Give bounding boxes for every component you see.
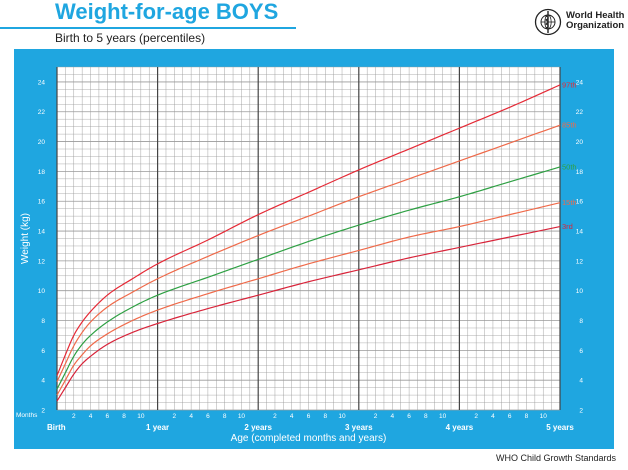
y-tick-label: 10 — [576, 288, 584, 295]
percentile-curve-85th — [56, 124, 561, 382]
x-tick-label: 8 — [424, 413, 428, 420]
x-tick-label: 6 — [508, 413, 512, 420]
y-axis-title: Weight (kg) — [20, 213, 31, 264]
y-tick-label: 2 — [579, 408, 583, 415]
y-tick-label: 22 — [576, 109, 584, 116]
y-tick-label: 14 — [38, 229, 46, 236]
percentile-label: 85th — [562, 121, 577, 130]
x-tick-label: 2 — [173, 413, 177, 420]
x-tick-label: 8 — [223, 413, 227, 420]
x-tick-label: 10 — [338, 413, 346, 420]
percentile-curve-3rd — [56, 225, 561, 402]
who-emblem-icon — [534, 8, 562, 36]
y-tick-label: 18 — [38, 169, 46, 176]
x-tick-label: 10 — [238, 413, 246, 420]
y-tick-label: 20 — [576, 139, 584, 146]
y-tick-label: 24 — [38, 79, 46, 86]
y-tick-label: 16 — [38, 199, 46, 206]
y-tick-label: 10 — [38, 288, 46, 295]
x-tick-label: 2 — [273, 413, 277, 420]
x-major-tick-label: 4 years — [446, 423, 474, 432]
x-tick-label: 4 — [391, 413, 395, 420]
y-tick-label: 4 — [579, 378, 583, 385]
y-tick-label: 20 — [38, 139, 46, 146]
x-tick-label: 2 — [474, 413, 478, 420]
page-subtitle: Birth to 5 years (percentiles) — [55, 31, 206, 45]
x-tick-label: 10 — [540, 413, 548, 420]
source-footer: WHO Child Growth Standards — [495, 453, 616, 463]
x-tick-label: 4 — [89, 413, 93, 420]
x-major-tick-label: 5 years — [546, 423, 574, 432]
y-tick-label: 12 — [576, 258, 584, 265]
chart-panel: 2 2 4 4 6 6 8 8 10 10 12 12 14 14 16 16 18 18 20 20 22 22 24 24… — [14, 49, 614, 449]
who-logo-line1: World Health — [566, 10, 625, 21]
x-tick-label: 2 — [374, 413, 378, 420]
title-underline — [0, 27, 296, 29]
percentile-label: 15th — [562, 198, 577, 207]
who-logo: World Health Organization — [534, 8, 628, 38]
y-tick-label: 2 — [41, 408, 45, 415]
y-tick-label: 6 — [41, 348, 45, 355]
y-tick-label: 8 — [579, 318, 583, 325]
percentile-curve-15th — [56, 202, 561, 396]
y-tick-label: 18 — [576, 169, 584, 176]
percentile-label: 97th — [562, 80, 577, 89]
who-logo-line2: Organization — [566, 20, 625, 31]
x-tick-label: 8 — [122, 413, 126, 420]
y-tick-label: 22 — [38, 109, 46, 116]
x-major-tick-label: Birth — [47, 423, 66, 432]
y-tick-label: 12 — [38, 258, 46, 265]
page-title: Weight-for-age BOYS — [55, 0, 279, 24]
x-tick-label: 6 — [407, 413, 411, 420]
y-tick-label: 4 — [41, 378, 45, 385]
x-tick-label: 6 — [206, 413, 210, 420]
x-tick-label: 4 — [290, 413, 294, 420]
x-tick-label: 2 — [72, 413, 76, 420]
percentile-curve-97th — [56, 84, 561, 376]
x-tick-label: 4 — [491, 413, 495, 420]
x-tick-label: 8 — [525, 413, 529, 420]
x-major-tick-label: 3 years — [345, 423, 373, 432]
x-tick-label: 6 — [307, 413, 311, 420]
y-tick-label: 6 — [579, 348, 583, 355]
x-major-tick-label: 2 years — [244, 423, 272, 432]
percentile-label: 3rd — [562, 222, 573, 231]
x-axis-title: Age (completed months and years) — [231, 433, 387, 444]
y-tick-label: 14 — [576, 229, 584, 236]
y-tick-label: 24 — [576, 79, 584, 86]
x-tick-label: 8 — [323, 413, 327, 420]
x-tick-label: 6 — [105, 413, 109, 420]
y-tick-label: 8 — [41, 318, 45, 325]
x-unit-label: Months — [16, 412, 38, 419]
percentile-label: 50th — [562, 162, 577, 171]
who-logo-text: World Health Organization — [566, 11, 624, 31]
y-tick-label: 16 — [576, 199, 584, 206]
x-tick-label: 4 — [189, 413, 193, 420]
percentile-curve-50th — [56, 166, 561, 390]
x-tick-label: 10 — [439, 413, 447, 420]
x-tick-label: 10 — [137, 413, 145, 420]
x-major-tick-label: 1 year — [146, 423, 169, 432]
